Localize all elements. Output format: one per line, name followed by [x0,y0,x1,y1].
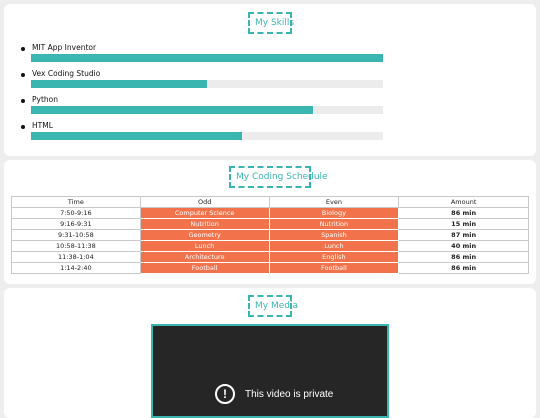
table-row: 1:14-2:40 Football Football 86 min [11,262,529,274]
even-cell: Lunch [268,240,400,252]
bullet-icon [21,125,25,129]
odd-cell: Football [139,262,270,274]
column-header-time: Time [11,196,141,208]
time-cell: 9:16-9:31 [11,218,141,230]
video-private-message: ! This video is private [215,384,333,404]
table-row: 9:31-10:58 Geometry Spanish 87 min [11,229,529,241]
column-header-odd: Odd [139,196,270,208]
skill-progress-fill [31,106,313,114]
skill-label: Vex Coding Studio [32,69,101,78]
odd-cell: Lunch [139,240,270,252]
schedule-card: My Coding Schedule Time Odd Even Amount … [4,160,536,284]
table-row: 9:16-9:31 Nutrition Nutrition 15 min [11,218,529,230]
bullet-icon [21,47,25,51]
column-header-amount: Amount [398,196,529,208]
skill-item: Python [17,94,397,120]
skill-item: HTML [17,120,397,146]
skill-progress-bar [31,80,383,88]
skill-progress-bar [31,106,383,114]
skill-progress-fill [31,80,207,88]
amount-cell: 86 min [398,262,529,274]
skill-progress-bar [31,132,383,140]
media-card: My Media ! This video is private [4,288,536,418]
table-header-row: Time Odd Even Amount [11,196,529,208]
skill-label: Python [32,95,58,104]
skills-card: My Skills MIT App Inventor Vex Coding St… [4,4,536,156]
skill-progress-bar [31,54,383,62]
column-header-even: Even [268,196,400,208]
table-row: 11:38-1:04 Architecture English 86 min [11,251,529,263]
table-row: 10:58-11:38 Lunch Lunch 40 min [11,240,529,252]
video-message-text: This video is private [245,388,334,400]
skill-label: MIT App Inventor [32,43,97,52]
amount-cell: 86 min [398,207,529,219]
skills-title: My Skills [248,12,294,34]
time-cell: 11:38-1:04 [11,251,141,263]
skill-item: Vex Coding Studio [17,68,397,94]
video-player[interactable]: ! This video is private [151,324,389,418]
schedule-table: Time Odd Even Amount 7:50-9:16 Computer … [11,196,529,274]
odd-cell: Computer Science [139,207,270,219]
odd-cell: Geometry [139,229,270,241]
bullet-icon [21,99,25,103]
alert-circle-icon: ! [215,384,235,404]
skill-progress-fill [31,54,383,62]
even-cell: Football [268,262,400,274]
time-cell: 1:14-2:40 [11,262,141,274]
skills-list: MIT App Inventor Vex Coding Studio Pytho… [17,42,397,146]
even-cell: Nutrition [268,218,400,230]
even-cell: Spanish [268,229,400,241]
skill-progress-fill [31,132,243,140]
amount-cell: 87 min [398,229,529,241]
skill-item: MIT App Inventor [17,42,397,68]
skill-label: HTML [32,121,53,130]
time-cell: 9:31-10:58 [11,229,141,241]
even-cell: English [268,251,400,263]
even-cell: Biology [268,207,400,219]
time-cell: 7:50-9:16 [11,207,141,219]
odd-cell: Nutrition [139,218,270,230]
bullet-icon [21,73,25,77]
table-row: 7:50-9:16 Computer Science Biology 86 mi… [11,207,529,219]
odd-cell: Architecture [139,251,270,263]
time-cell: 10:58-11:38 [11,240,141,252]
schedule-title: My Coding Schedule [229,166,328,188]
amount-cell: 15 min [398,218,529,230]
amount-cell: 86 min [398,251,529,263]
amount-cell: 40 min [398,240,529,252]
media-title: My Media [248,295,298,317]
